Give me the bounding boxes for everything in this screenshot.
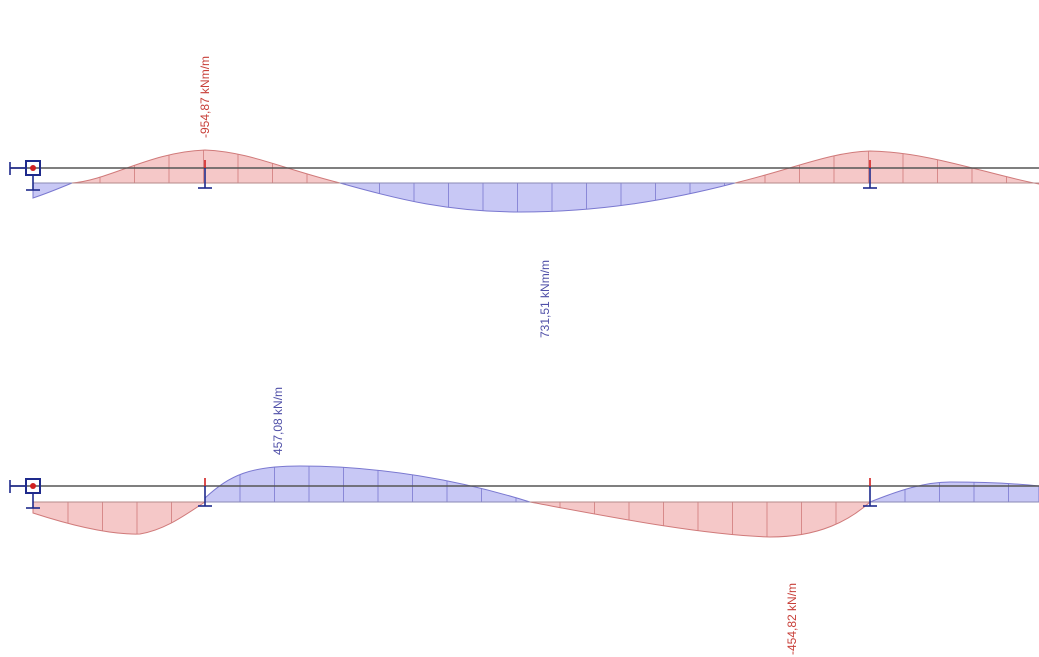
shear-support-1 — [198, 478, 212, 507]
moment-min-label: -954,87 kNm/m — [198, 56, 212, 138]
shear-support-left — [9, 478, 41, 509]
shear-support-2 — [863, 478, 877, 507]
shear-diagram: 457,08 kN/m -454,82 kN/m — [9, 387, 1039, 655]
moment-diagram: -954,87 kNm/m 731,51 kNm/m — [9, 56, 1039, 338]
moment-positive-area-mid — [339, 182, 736, 213]
shear-positive-area-2 — [869, 481, 1039, 503]
shear-negative-area-2 — [529, 501, 872, 538]
shear-max-label: 457,08 kN/m — [271, 387, 285, 455]
moment-support-left — [9, 160, 41, 191]
moment-max-label: 731,51 kNm/m — [538, 260, 552, 338]
moment-support-1 — [198, 160, 212, 189]
shear-positive-area-1 — [204, 465, 531, 503]
shear-min-label: -454,82 kN/m — [785, 583, 799, 655]
moment-support-2 — [863, 160, 877, 189]
moment-negative-area-1 — [71, 149, 341, 184]
shear-negative-area-1 — [32, 501, 207, 535]
